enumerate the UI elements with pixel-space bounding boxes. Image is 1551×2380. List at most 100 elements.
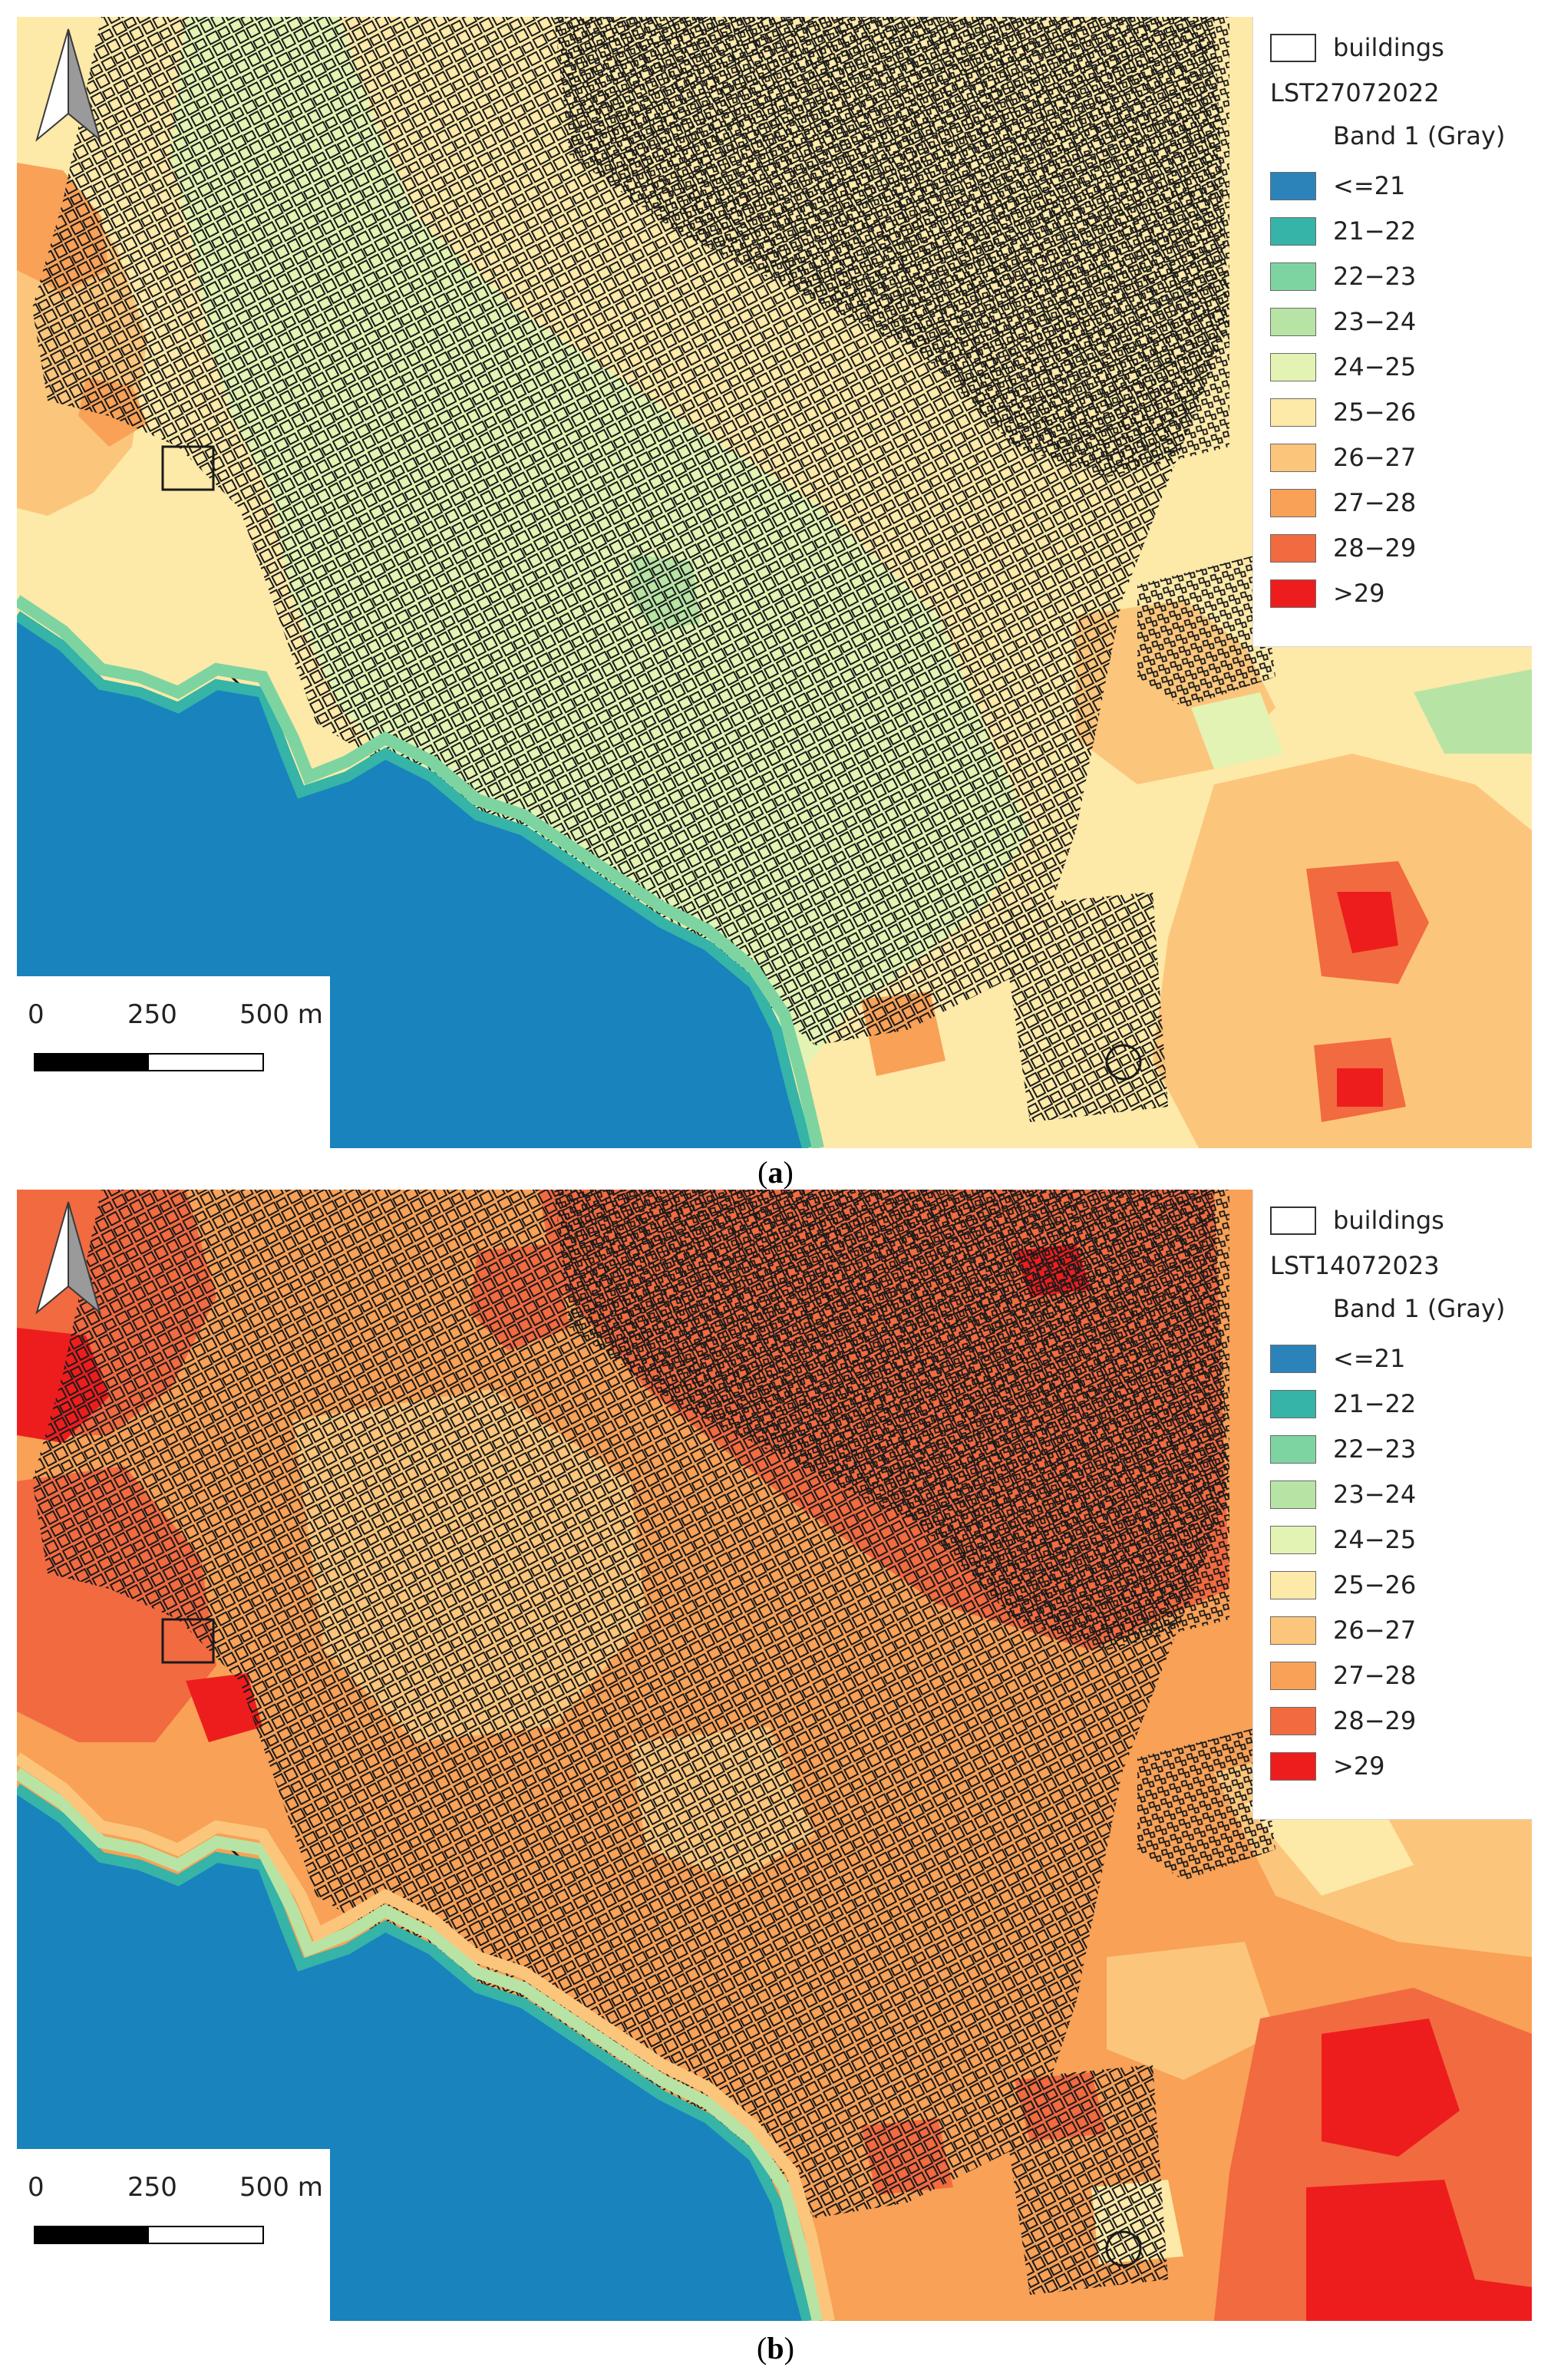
legend-class-swatch: [1270, 1751, 1316, 1781]
legend-class-row: 26−27: [1270, 441, 1416, 474]
legend-class-row: 24−25: [1270, 1523, 1416, 1556]
legend-class-swatch: [1270, 1706, 1316, 1735]
legend-class-row: 24−25: [1270, 350, 1416, 384]
legend-class-label: 28−29: [1333, 1706, 1417, 1735]
legend-class-row: 25−26: [1270, 395, 1416, 429]
legend-class-label: <=21: [1333, 171, 1406, 200]
scale-bar-graphic: [34, 2226, 264, 2244]
legend-class-swatch: [1270, 1616, 1316, 1645]
coast-23-24: [17, 1768, 824, 2321]
scale-bar-graphic: [34, 1053, 264, 1071]
legend-layer-name: LST14072023: [1270, 1251, 1440, 1280]
legend-class-swatch: [1270, 488, 1316, 517]
legend-class-row: 22−23: [1270, 259, 1416, 293]
legend-class-swatch: [1270, 1661, 1316, 1690]
legend-buildings-row: buildings: [1270, 31, 1444, 64]
coast-21-22: [17, 611, 813, 1148]
zone-26-27-d: [1107, 1942, 1275, 2080]
legend-class-swatch: [1270, 216, 1316, 246]
legend-class-label: 21−22: [1333, 216, 1417, 246]
legend-class-row: 23−24: [1270, 305, 1416, 338]
legend-class-swatch: [1270, 398, 1316, 427]
legend-class-label: 25−26: [1333, 398, 1417, 427]
buildings-swatch: [1270, 33, 1316, 62]
zone-gt29: [1337, 892, 1398, 953]
legend-a: buildings LST27072022 Band 1 (Gray) <=21…: [1252, 17, 1532, 647]
legend-class-row: 21−22: [1270, 214, 1416, 248]
scale-tick-500: 500 m: [239, 2172, 323, 2203]
scale-bar-a: 0 250 500 m: [17, 976, 330, 1148]
scale-tick-0: 0: [28, 2172, 45, 2203]
legend-class-swatch: [1270, 1344, 1316, 1373]
legend-class-row: >29: [1270, 1749, 1385, 1783]
scale-tick-250: 250: [127, 2172, 177, 2203]
zone-gt29-e: [1306, 2180, 1532, 2321]
buildings-layer: [32, 17, 1275, 1122]
scale-tick-500: 500 m: [239, 999, 323, 1030]
zone-gt29-b: [1337, 1068, 1383, 1107]
legend-class-label: 24−25: [1333, 1525, 1417, 1554]
legend-class-swatch: [1270, 307, 1316, 336]
legend-class-label: 21−22: [1333, 1389, 1417, 1418]
legend-class-swatch: [1270, 579, 1316, 608]
zone-23-24-b: [1414, 669, 1532, 754]
caption-letter-b: b: [767, 2331, 784, 2365]
legend-class-label: 27−28: [1333, 488, 1417, 517]
legend-class-swatch: [1270, 1434, 1316, 1464]
buildings-layer: [32, 1190, 1275, 2295]
legend-layer-name: LST27072022: [1270, 78, 1440, 107]
legend-band-label: Band 1 (Gray): [1333, 1294, 1506, 1323]
map-panel-a: buildings LST27072022 Band 1 (Gray) <=21…: [17, 17, 1532, 1148]
scale-bar-b: 0 250 500 m: [17, 2149, 330, 2321]
zone-gt29-d: [1322, 2019, 1460, 2157]
legend-class-label: 24−25: [1333, 352, 1417, 381]
legend-buildings-row: buildings: [1270, 1203, 1444, 1237]
legend-class-swatch: [1270, 1389, 1316, 1418]
legend-class-row: 27−28: [1270, 486, 1416, 520]
legend-class-label: 27−28: [1333, 1661, 1417, 1690]
buildings-swatch: [1270, 1206, 1316, 1235]
legend-class-swatch: [1270, 171, 1316, 200]
coast-26-27: [17, 1752, 835, 2321]
scale-tick-250: 250: [127, 999, 177, 1030]
coast-22-23: [17, 595, 824, 1148]
legend-class-swatch: [1270, 533, 1316, 563]
zone-24-25-b: [1191, 692, 1283, 769]
legend-class-label: 23−24: [1333, 1480, 1417, 1509]
legend-class-row: 28−29: [1270, 531, 1416, 565]
scale-tick-0: 0: [28, 999, 45, 1030]
legend-class-label: 22−23: [1333, 1434, 1417, 1464]
legend-class-label: <=21: [1333, 1344, 1406, 1373]
legend-class-label: 23−24: [1333, 307, 1417, 336]
legend-class-swatch: [1270, 1480, 1316, 1509]
north-arrow-icon: [35, 1201, 101, 1315]
coast-21-22: [17, 1784, 813, 2321]
legend-class-row: 23−24: [1270, 1477, 1416, 1511]
legend-class-label: >29: [1333, 579, 1385, 608]
legend-class-row: <=21: [1270, 1342, 1405, 1375]
caption-a: (a): [757, 1155, 794, 1190]
caption-b: (b): [757, 2331, 794, 2365]
legend-class-label: 28−29: [1333, 533, 1417, 563]
legend-class-row: 27−28: [1270, 1659, 1416, 1692]
legend-class-row: 28−29: [1270, 1704, 1416, 1738]
legend-band-label: Band 1 (Gray): [1333, 121, 1506, 150]
legend-class-label: 22−23: [1333, 262, 1417, 291]
map-panel-b: buildings LST14072023 Band 1 (Gray) <=21…: [17, 1190, 1532, 2321]
legend-class-label: 26−27: [1333, 1616, 1417, 1645]
north-arrow-icon: [35, 28, 101, 142]
legend-class-swatch: [1270, 1525, 1316, 1554]
legend-class-swatch: [1270, 262, 1316, 291]
legend-class-row: >29: [1270, 576, 1385, 610]
legend-buildings-label: buildings: [1333, 33, 1444, 62]
legend-class-row: 21−22: [1270, 1387, 1416, 1421]
legend-class-swatch: [1270, 352, 1316, 381]
legend-buildings-label: buildings: [1333, 1206, 1444, 1235]
legend-class-row: 22−23: [1270, 1432, 1416, 1466]
legend-class-label: 26−27: [1333, 443, 1417, 472]
legend-class-row: <=21: [1270, 169, 1405, 203]
caption-letter-a: a: [767, 1155, 784, 1190]
legend-class-label: >29: [1333, 1751, 1385, 1781]
legend-class-label: 25−26: [1333, 1570, 1417, 1599]
legend-class-row: 26−27: [1270, 1613, 1416, 1647]
